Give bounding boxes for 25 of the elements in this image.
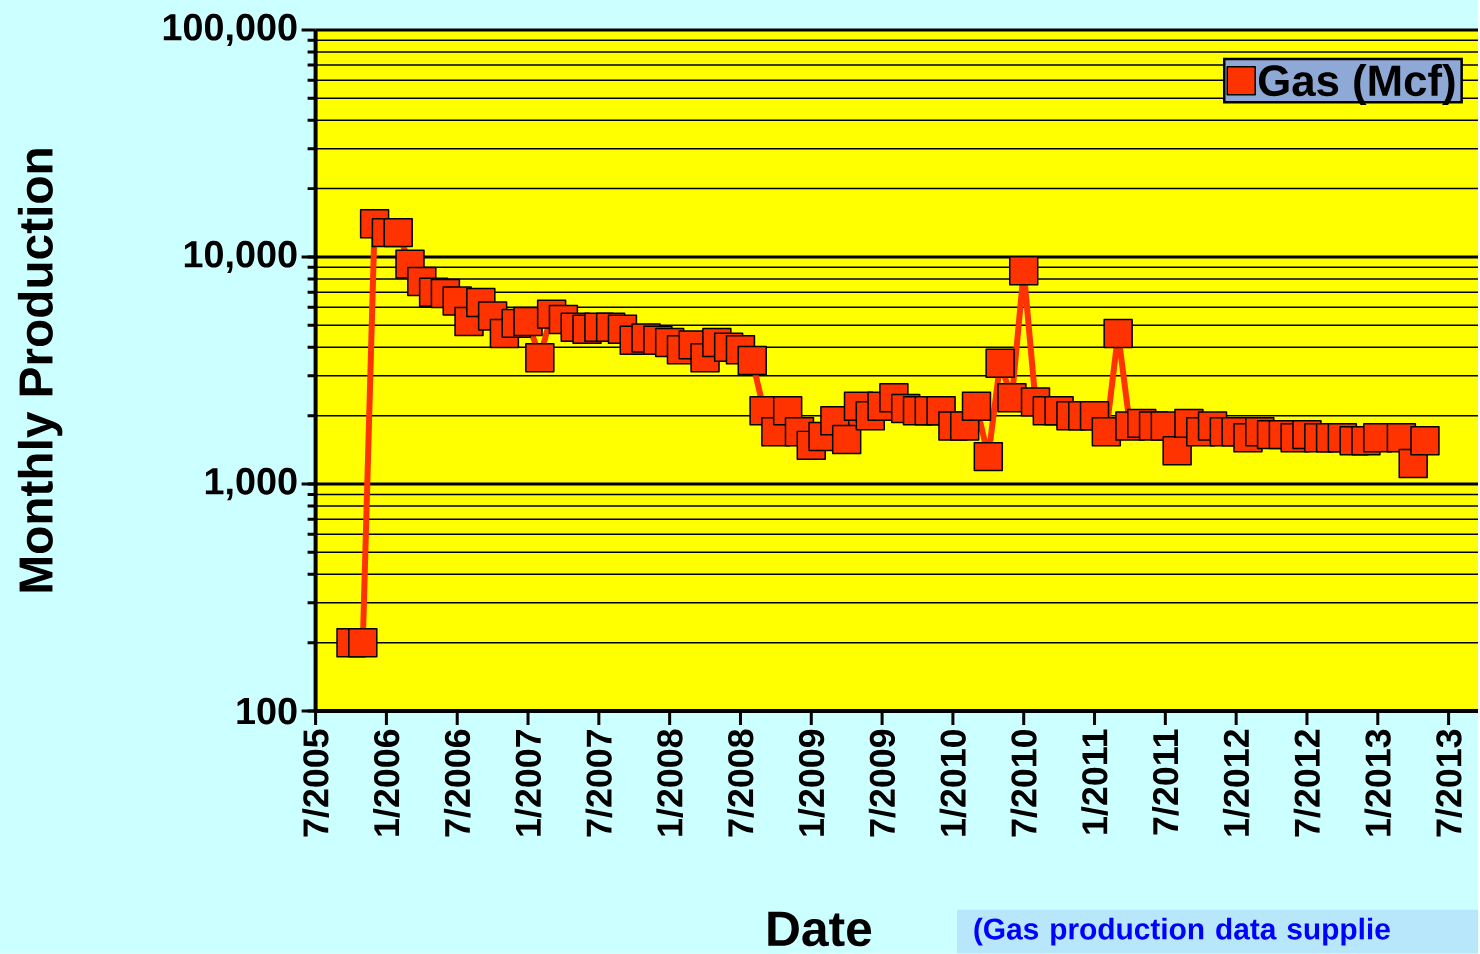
x-tick-label: 7/2012 — [1293, 730, 1321, 837]
x-tick-label: 7/2010 — [1010, 730, 1038, 837]
x-tick-label: 1/2013 — [1364, 729, 1392, 836]
y-axis-title: Monthly Production — [17, 149, 63, 592]
x-tick-label: 1/2009 — [797, 729, 825, 836]
x-tick-label: 1/2012 — [1222, 730, 1250, 836]
x-tick-label: 7/2005 — [302, 729, 329, 837]
x-tick-label: 7/2007 — [585, 730, 613, 837]
x-tick-label: 7/2013 — [1435, 729, 1462, 837]
x-tick-label: 7/2009 — [868, 729, 896, 837]
text: (Gas production data supplie — [974, 917, 1390, 946]
y-tick-label: 1,000 — [205, 468, 297, 501]
y-tick-label: 100,000 — [163, 13, 297, 47]
x-tick-label: 1/2006 — [373, 729, 400, 836]
x-tick-label: 7/2008 — [727, 729, 754, 837]
y-tick-label: 10,000 — [184, 240, 297, 274]
legend-label: Gas (Mcf) — [1258, 64, 1455, 106]
x-tick-label: 1/2007 — [514, 730, 542, 836]
x-tick-label: 1/2010 — [939, 730, 967, 836]
y-tick-label: 100 — [237, 697, 297, 725]
x-tick-label: 7/2006 — [443, 729, 471, 837]
x-tick-label: 1/2008 — [656, 729, 683, 836]
x-axis-title: Date — [768, 911, 872, 947]
x-tick-label: 7/2011 — [1152, 729, 1179, 835]
x-tick-label: 1/2011 — [1081, 729, 1108, 834]
